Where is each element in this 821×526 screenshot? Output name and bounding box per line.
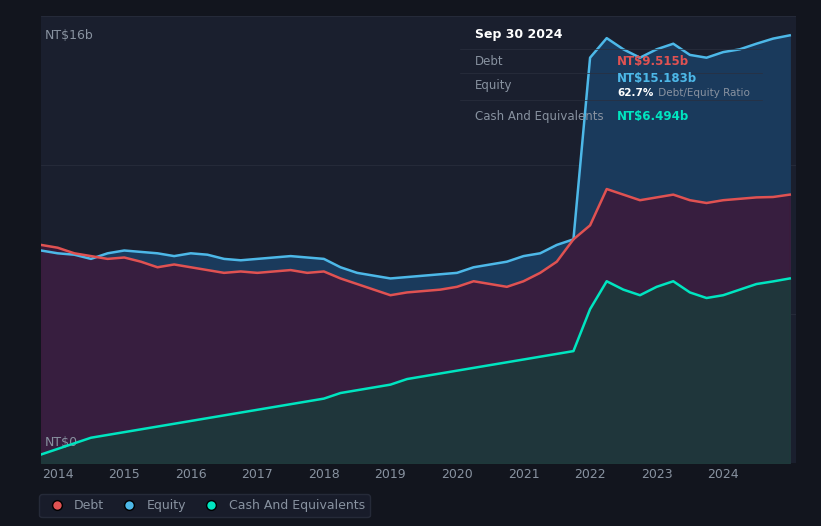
Text: Cash And Equivalents: Cash And Equivalents (475, 110, 604, 123)
Text: NT$0: NT$0 (45, 437, 78, 449)
Text: Debt/Equity Ratio: Debt/Equity Ratio (655, 88, 750, 98)
Legend: Debt, Equity, Cash And Equivalents: Debt, Equity, Cash And Equivalents (39, 494, 369, 517)
Text: Debt: Debt (475, 55, 504, 68)
Text: NT$15.183b: NT$15.183b (617, 72, 698, 85)
Text: NT$6.494b: NT$6.494b (617, 110, 690, 123)
Text: 62.7%: 62.7% (617, 88, 654, 98)
Text: NT$16b: NT$16b (45, 29, 94, 42)
Text: NT$9.515b: NT$9.515b (617, 55, 690, 68)
Text: Equity: Equity (475, 79, 513, 92)
Text: Sep 30 2024: Sep 30 2024 (475, 28, 563, 41)
